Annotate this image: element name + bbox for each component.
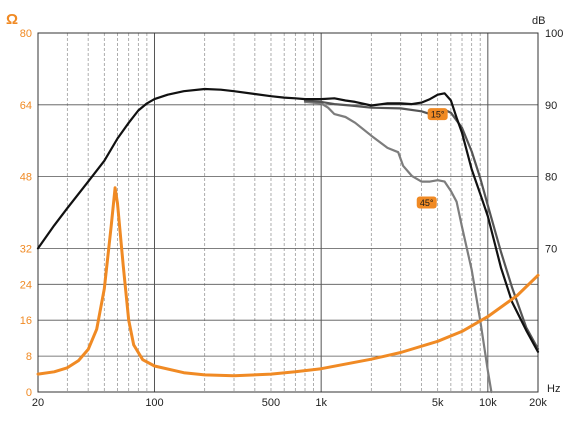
y-left-tick-label: 64: [20, 100, 32, 112]
x-tick-label: 500: [262, 397, 280, 409]
x-tick-label: 5k: [432, 397, 444, 409]
angle-annotation-label: 15°: [431, 110, 445, 120]
on-axis-response-curve: [36, 87, 540, 353]
angle-annotation: 45°: [416, 196, 437, 209]
angle-annotation-badge: [416, 196, 437, 209]
y-left-tick-label: 0: [26, 387, 32, 399]
y-right-tick-label: 90: [545, 100, 557, 112]
x-tick-label: 20: [32, 397, 44, 409]
y-left-tick-label: 48: [20, 172, 32, 184]
x-tick-label: 10k: [479, 397, 497, 409]
x-tick-label: 100: [145, 397, 163, 409]
annotations: 15° 45°: [416, 108, 448, 209]
y-left-tick-label: 24: [20, 279, 32, 291]
y-right-tick-label: 100: [545, 28, 563, 40]
impedance-curve: [36, 186, 540, 378]
angle-annotation-badge: [427, 108, 448, 121]
off-axis-45-response-curve: [303, 100, 493, 394]
angle-annotation: 15°: [427, 108, 448, 121]
y-left-axis-label: Ω: [6, 11, 18, 28]
y-left-tick-label: 16: [20, 315, 32, 327]
y-left-tick-label: 80: [20, 28, 32, 40]
y-left-tick-label: 32: [20, 243, 32, 255]
x-tick-label: 20k: [529, 397, 547, 409]
y-right-tick-label: 70: [545, 243, 557, 255]
x-unit-label: Hz: [547, 383, 560, 395]
y-right-axis-label: dB: [532, 15, 545, 27]
plot-frame: [37, 32, 539, 393]
y-right-tick-label: 80: [545, 172, 557, 184]
angle-annotation-label: 45°: [420, 198, 434, 208]
tick-labels: 20 100 500 1k 5k 10k 20k 0 8 16 24 32 48 64 80 70 80 90 10…: [20, 28, 564, 409]
x-tick-label: 1k: [315, 397, 327, 409]
plot-background: [38, 33, 538, 392]
y-left-tick-label: 8: [26, 351, 32, 363]
